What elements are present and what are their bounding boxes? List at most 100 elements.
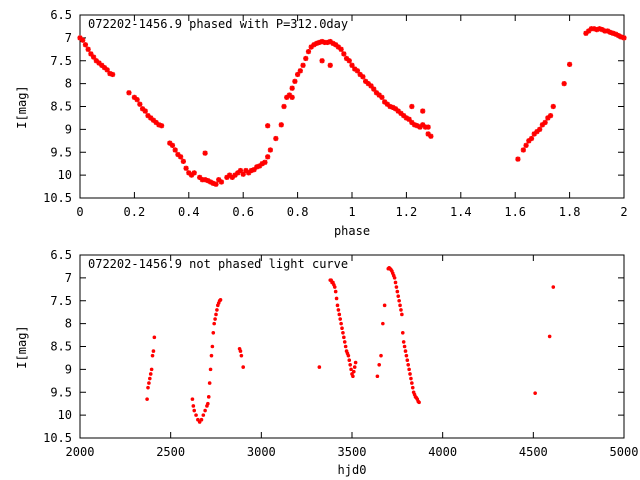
unphased-data-point [342,340,347,344]
unphased-x-tick-label: 4000 [428,445,457,459]
phased-y-axis-label: I[mag] [15,85,29,128]
phased-data-point [167,140,173,146]
unphased-data-point [338,317,343,321]
unphased-data-point [379,353,383,358]
unphased-data-point [551,285,556,289]
unphased-data-point [395,289,400,294]
unphased-data-point [152,335,157,340]
unphased-data-point [241,365,245,369]
unphased-data-point [212,321,216,326]
phased-data-point [542,119,548,126]
unphased-axis-ticks: 2000 2500 3000 3500 4000 4500 5000 6.5 7 7.5 8 8.5 9… [43,248,638,459]
unphased-data-point [533,391,537,395]
unphased-data-point [337,312,342,317]
unphased-y-tick-label: 7.5 [50,294,72,308]
unphased-data-point [393,280,398,285]
unphased-y-tick-label: 9 [65,362,72,376]
phased-x-tick-label: 1.2 [396,205,418,219]
phased-data-point [319,58,325,64]
unphased-data-point [410,385,415,390]
phased-data-point [338,46,344,52]
phased-data-point [515,156,521,162]
unphased-data-point [191,404,196,408]
phased-data-point [327,62,333,68]
unphased-data-point [399,308,403,312]
phased-data-point [547,113,554,119]
phased-data-point [281,103,287,110]
unphased-data-point [203,408,207,413]
unphased-data-point [238,349,243,353]
unphased-data-point [336,308,341,312]
unphased-data-point [403,349,408,353]
phased-x-axis-label: phase [334,224,370,238]
phased-data-point [134,97,140,103]
phased-data-point [265,123,271,129]
phased-data-point [289,94,295,100]
unphased-data-point [317,365,322,369]
unphased-data-point [397,298,401,303]
phased-data-point [428,133,434,139]
phased-data-point [550,103,556,110]
unphased-data-point [194,413,198,417]
unphased-data-point [146,385,150,390]
phased-y-tick-label: 7 [65,31,72,45]
unphased-data-point [353,360,358,365]
unphased-data-point [408,372,412,376]
phased-data-point [333,42,339,48]
unphased-data-point [206,401,210,406]
unphased-x-tick-label: 2000 [66,445,95,459]
phased-data-point [80,37,86,43]
phased-y-tick-label: 8.5 [50,100,72,114]
phased-data-point [267,147,273,153]
phased-data-point [297,68,303,74]
unphased-y-tick-label: 7 [65,271,72,285]
phased-data-point [292,78,298,84]
unphased-data-point [346,353,351,358]
unphased-data-point [351,374,355,379]
phased-data-point [273,135,279,142]
unphased-data-point [352,369,356,374]
unphased-data-point [334,296,339,301]
phased-data-point [237,167,244,174]
phased-y-tick-label: 8 [65,77,72,91]
phased-x-tick-label: 2 [620,205,627,219]
phased-data-point [360,74,366,80]
phased-data-point [621,35,627,41]
unphased-chart-title: 072202-1456.9 not phased light curve [88,257,348,271]
unphased-light-curve-panel: 072202-1456.9 not phased light curve hjd… [15,248,638,477]
phased-x-tick-label: 0 [76,205,83,219]
phased-data-point [262,159,268,165]
unphased-y-tick-label: 8.5 [50,340,72,354]
phased-y-tick-label: 9.5 [50,145,72,159]
phased-data-point [561,81,567,87]
unphased-data-point [145,397,149,401]
unphased-data-point [400,330,405,335]
phased-data-point [218,179,225,185]
phased-data-point [178,154,184,160]
phased-data-points [77,26,627,187]
phased-data-point [398,110,404,116]
phased-x-tick-label: 0.6 [232,205,254,219]
unphased-data-point [392,276,397,280]
unphased-data-point [417,400,421,405]
unphased-data-point [199,417,204,422]
phased-x-tick-label: 1 [348,205,355,219]
phased-data-point [142,108,148,114]
phased-y-tick-label: 9 [65,122,72,136]
unphased-data-point [402,344,407,349]
unphased-data-point [342,335,346,340]
phased-data-point [265,154,271,160]
phased-light-curve-panel: 072202-1456.9 phased with P=312.0day pha… [15,8,628,238]
unphased-data-point [215,308,219,312]
unphased-y-tick-label: 10.5 [43,431,72,445]
phased-data-point [278,122,284,128]
phased-data-point [126,90,132,96]
phased-data-point [137,101,143,107]
phased-x-tick-label: 0.4 [178,205,200,219]
phased-data-point [409,103,415,110]
phased-data-point [537,126,543,132]
phased-x-tick-label: 0.8 [287,205,309,219]
phased-data-point [420,108,426,114]
unphased-data-point [333,289,338,294]
